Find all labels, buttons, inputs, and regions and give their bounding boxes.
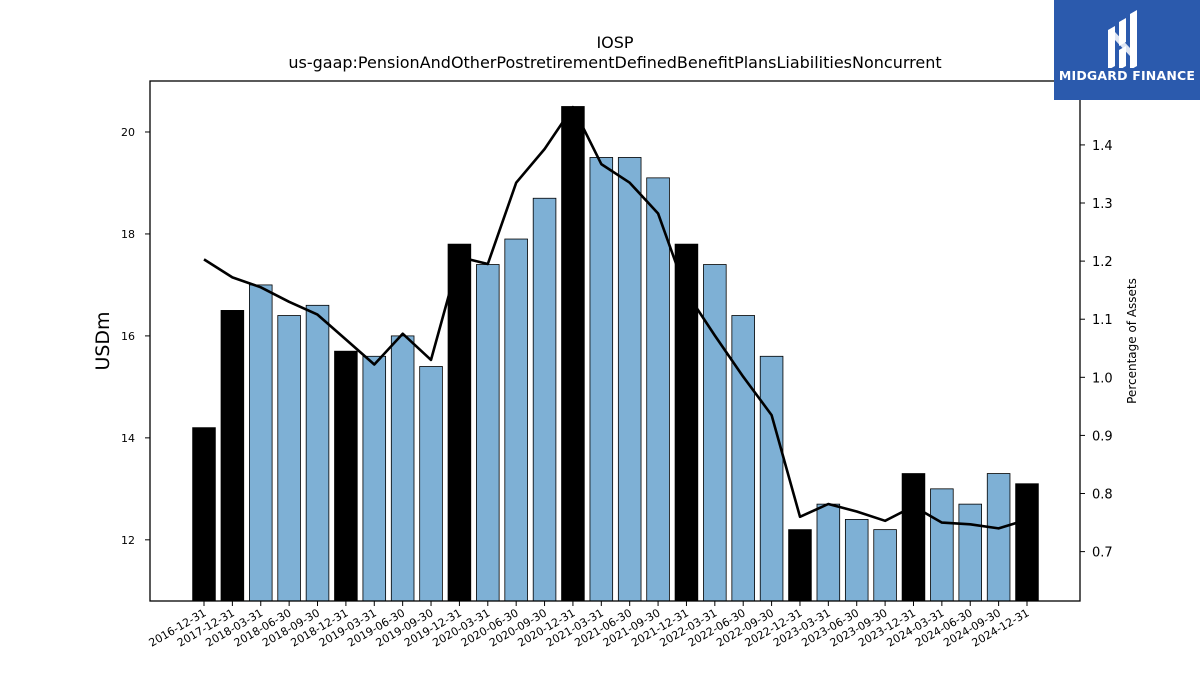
bar-2023-03-31 <box>816 503 841 602</box>
bar-2021-06-30 <box>617 157 642 602</box>
bar-2022-12-31 <box>788 529 812 602</box>
y-right-tick-label: 1.0 <box>1092 371 1113 386</box>
y-right-tick-label: 1.2 <box>1092 255 1113 270</box>
line-group <box>203 105 1028 530</box>
midgard-logo-icon <box>1108 10 1137 68</box>
logo-text: MIDGARD FINANCE <box>1058 68 1196 83</box>
bar-2021-12-31 <box>674 243 699 602</box>
bar-2019-09-30 <box>419 366 443 602</box>
bar-group <box>192 106 1039 602</box>
y-right-tick-label: 0.7 <box>1092 546 1113 561</box>
bar-2019-03-31 <box>362 355 387 602</box>
bar-2023-06-30 <box>844 519 869 602</box>
logo: MIDGARD FINANCE <box>1054 0 1200 100</box>
bar-2016-12-31 <box>192 427 216 602</box>
left-axis: 12 14 16 18 20 <box>121 126 150 547</box>
bar-2020-12-31 <box>561 106 585 602</box>
bar-2019-12-31 <box>447 243 472 602</box>
bar-2024-06-30 <box>958 503 982 602</box>
bar-2022-09-30 <box>759 355 784 602</box>
bar-2021-03-31 <box>589 157 614 602</box>
bar-2020-06-30 <box>504 238 528 602</box>
y-right-tick-label: 0.9 <box>1092 429 1113 444</box>
bar-2018-03-31 <box>249 284 273 602</box>
y-tick-label: 20 <box>121 126 135 139</box>
bar-2020-09-30 <box>532 197 557 602</box>
y-right-tick-label: 1.4 <box>1092 139 1113 154</box>
bar-2023-09-30 <box>873 529 897 602</box>
y-right-tick-label: 1.3 <box>1092 197 1113 212</box>
y-right-tick-label: 1.1 <box>1092 313 1113 328</box>
y-axis-label: USDm <box>92 311 114 370</box>
y-tick-label: 16 <box>121 330 135 343</box>
bar-2023-12-31 <box>901 473 926 602</box>
plot-frame <box>149 80 1081 602</box>
x-axis: 2016-12-312017-12-312018-03-312018-06-30… <box>147 601 1032 650</box>
y-tick-label: 14 <box>121 432 135 445</box>
y-right-tick-label: 0.8 <box>1092 488 1113 503</box>
bar-2022-06-30 <box>731 315 755 602</box>
bar-2017-12-31 <box>220 310 245 602</box>
y-tick-label: 12 <box>121 534 135 547</box>
y-tick-label: 18 <box>121 228 135 241</box>
right-axis: 0.7 0.8 0.9 1.0 1.1 1.2 1.3 1.4 <box>1080 139 1113 561</box>
bar-2024-09-30 <box>986 473 1011 602</box>
bar-2024-03-31 <box>930 488 954 602</box>
bar-2021-09-30 <box>646 177 670 602</box>
chart-subtitle: us-gaap:PensionAndOtherPostretirementDef… <box>288 53 941 72</box>
y-axis-right-label: Percentage of Assets <box>1125 278 1139 404</box>
chart-title: IOSP <box>596 33 633 52</box>
bar-2020-03-31 <box>476 264 500 602</box>
bar-2018-09-30 <box>305 304 330 602</box>
series-line <box>203 105 1028 530</box>
bar-2022-03-31 <box>703 264 727 602</box>
bar-2018-06-30 <box>277 315 301 602</box>
bar-2019-06-30 <box>390 335 415 602</box>
bar-2024-12-31 <box>1015 483 1039 602</box>
bar-2018-12-31 <box>334 350 358 602</box>
